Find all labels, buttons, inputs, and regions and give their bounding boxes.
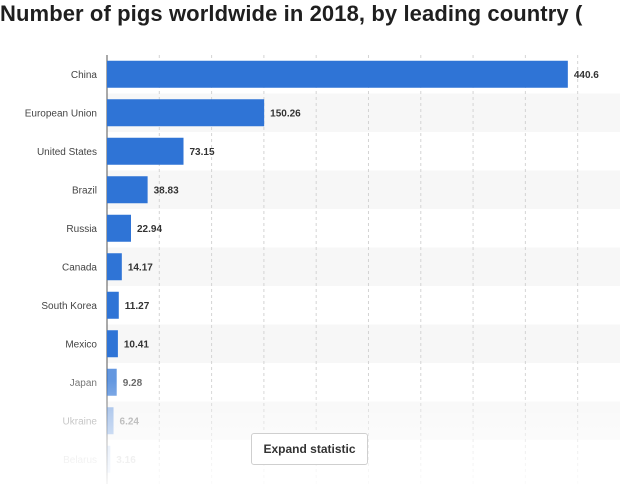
category-label: Japan	[70, 378, 97, 389]
row-band	[107, 324, 620, 363]
bar-european-union[interactable]	[107, 99, 265, 127]
chart-title: Number of pigs worldwide in 2018, by lea…	[0, 1, 583, 26]
bar-japan[interactable]	[107, 368, 117, 396]
bar-belarus[interactable]	[107, 445, 111, 473]
row-band	[107, 170, 620, 209]
bar-mexico[interactable]	[107, 330, 118, 358]
value-label: 9.28	[123, 378, 143, 389]
bar-united-states[interactable]	[107, 137, 184, 165]
bar-brazil[interactable]	[107, 176, 148, 204]
bar-canada[interactable]	[107, 253, 122, 281]
expand-statistic-button[interactable]: Expand statistic	[251, 433, 368, 465]
bar-china[interactable]	[107, 60, 568, 88]
value-label: 10.41	[124, 339, 149, 350]
category-label: Russia	[66, 224, 97, 235]
value-label: 73.15	[190, 147, 215, 158]
category-label: South Korea	[41, 301, 97, 312]
category-label: Belarus	[63, 455, 97, 466]
category-label: European Union	[25, 108, 97, 119]
row-bands	[107, 93, 620, 440]
bar-south-korea[interactable]	[107, 291, 119, 319]
value-label: 11.27	[125, 301, 150, 312]
category-labels: China European Union United States Brazil Ru…	[25, 70, 98, 466]
value-label: 14.17	[128, 262, 153, 273]
value-label: 22.94	[137, 224, 162, 235]
bar-ukraine[interactable]	[107, 407, 114, 435]
category-label: Mexico	[65, 339, 97, 350]
category-label: China	[71, 70, 98, 81]
category-label: Brazil	[72, 185, 97, 196]
category-label: Ukraine	[63, 416, 98, 427]
value-label: 150.26	[270, 108, 301, 119]
value-label: 6.24	[120, 416, 140, 427]
value-label: 38.83	[154, 185, 179, 196]
category-label: Canada	[62, 262, 97, 273]
row-band	[107, 247, 620, 286]
value-label: 3.16	[116, 455, 136, 466]
category-label: United States	[37, 147, 97, 158]
value-label: 440.6	[574, 70, 599, 81]
bar-russia[interactable]	[107, 214, 131, 242]
